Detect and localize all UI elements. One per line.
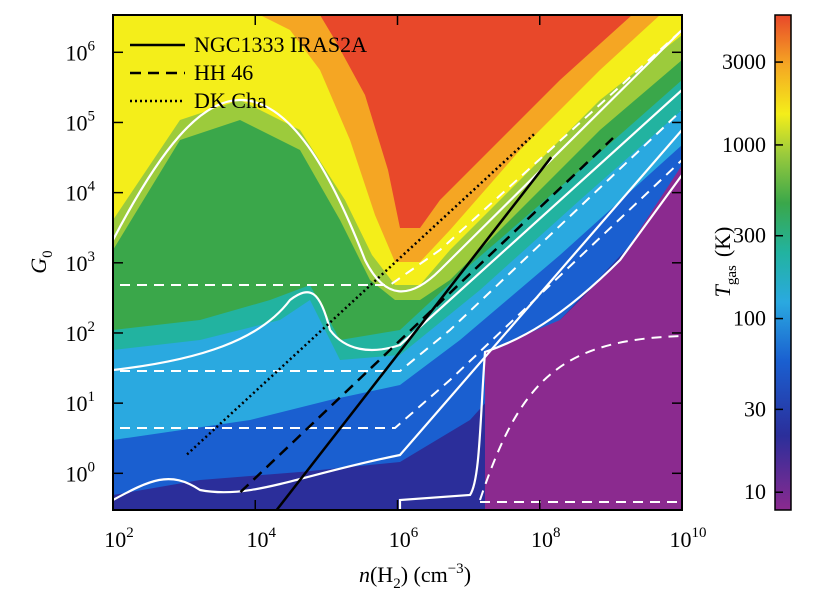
tick-exponent: 0 <box>88 459 96 475</box>
tick-base: 10 <box>66 251 88 276</box>
legend: NGC1333 IRAS2A HH 46 DK Cha <box>130 32 367 113</box>
series-line <box>186 131 537 456</box>
x-axis-label: n(H2) (cm−3) <box>359 561 471 592</box>
tick-label: 104 <box>247 525 277 552</box>
tick-base: 10 <box>66 110 88 135</box>
tick-exponent: 2 <box>126 525 134 541</box>
colorbar-tick-label: 3000 <box>722 49 766 74</box>
tick-label: 106 <box>66 38 96 65</box>
tick-base: 10 <box>104 527 126 552</box>
colorbar-tick-label: 300 <box>733 223 766 248</box>
tick-exponent: 5 <box>88 108 96 124</box>
tick-exponent: 6 <box>88 38 96 54</box>
tick-exponent: 6 <box>411 525 419 541</box>
colorbar-tick-label: 30 <box>744 396 766 421</box>
x-label-part: (H <box>370 562 393 587</box>
legend-label: HH 46 <box>194 60 253 85</box>
tick-label: 106 <box>389 525 419 552</box>
tick-label: 103 <box>66 249 96 276</box>
y-label-part: G <box>26 258 51 274</box>
tick-label: 100 <box>66 459 96 486</box>
tick-base: 10 <box>531 527 553 552</box>
tick-base: 10 <box>389 527 411 552</box>
tick-base: 10 <box>66 391 88 416</box>
y-axis-label: G0 <box>26 250 56 273</box>
tick-exponent: 8 <box>553 525 561 541</box>
series-line <box>239 137 614 493</box>
x-label-part: ) (cm <box>401 562 448 587</box>
tick-label: 1010 <box>670 525 707 552</box>
cb-label-part: gas <box>724 265 740 285</box>
x-label-part: n <box>359 562 370 587</box>
tick-label: 102 <box>104 525 134 552</box>
tick-label: 104 <box>66 179 96 206</box>
tick-exponent: 4 <box>269 525 277 541</box>
x-label-part: −3 <box>448 561 464 577</box>
cb-label-part: (K) <box>710 227 735 258</box>
x-label-part: ) <box>464 562 471 587</box>
tick-exponent: 1 <box>88 389 96 405</box>
colorbar <box>774 14 792 511</box>
cb-label-part: T <box>710 283 735 297</box>
tick-label: 108 <box>531 525 561 552</box>
x-label-part: 2 <box>393 576 401 592</box>
colorbar-label: Tgas (K) <box>710 227 740 298</box>
legend-label: NGC1333 IRAS2A <box>194 32 367 57</box>
tick-exponent: 10 <box>692 525 707 541</box>
tick-base: 10 <box>670 527 692 552</box>
tick-base: 10 <box>66 181 88 206</box>
colorbar-tick-label: 10 <box>744 479 766 504</box>
tick-exponent: 4 <box>88 179 96 195</box>
tick-exponent: 2 <box>88 319 96 335</box>
tick-base: 10 <box>247 527 269 552</box>
series-line <box>275 156 553 510</box>
temperature-field <box>113 15 682 510</box>
y-label-part: 0 <box>40 250 56 258</box>
legend-label: DK Cha <box>194 88 267 113</box>
colorbar-tick-label: 100 <box>733 306 766 331</box>
tick-base: 10 <box>66 40 88 65</box>
tick-label: 101 <box>66 389 96 416</box>
model-lines <box>186 131 614 510</box>
tick-exponent: 3 <box>88 249 96 265</box>
colorbar-tick-label: 1000 <box>722 132 766 157</box>
tick-base: 10 <box>66 461 88 486</box>
tick-label: 102 <box>66 319 96 346</box>
tick-base: 10 <box>66 321 88 346</box>
tick-label: 105 <box>66 108 96 135</box>
